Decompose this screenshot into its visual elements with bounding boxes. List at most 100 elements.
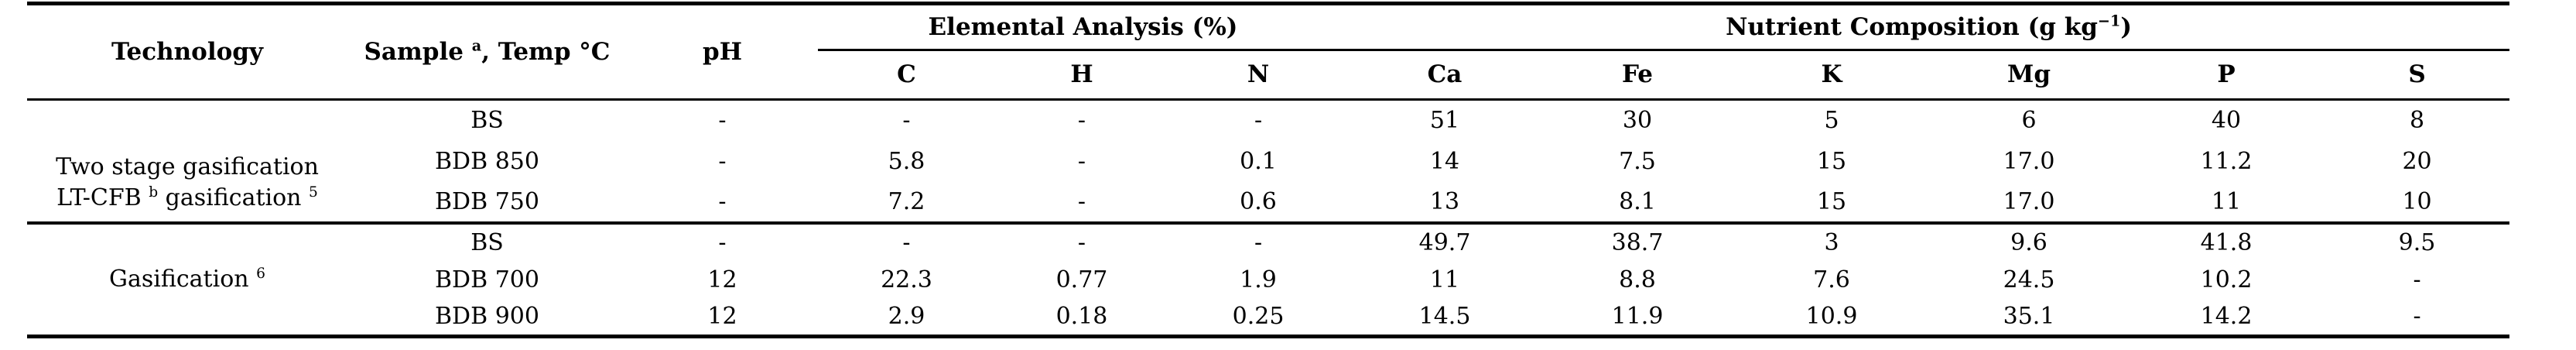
cell-ca: 49.7 [1418,228,1471,256]
cell-ca: 13 [1429,187,1460,215]
cell-mg: 35.1 [2003,303,2055,331]
header-col-ca: Ca [1427,60,1462,89]
technology-line-2-mid: gasification [158,184,310,211]
cell-mg: 9.6 [2010,228,2047,256]
cell-n: 0.25 [1232,303,1285,331]
cell-c: - [902,107,911,135]
cell-sample: BDB 750 [435,187,539,215]
cell-ph: 12 [707,266,737,293]
technology-group-label: Gasification 6 [27,223,347,337]
cell-ph: - [718,107,727,135]
cell-s: - [2413,266,2421,293]
table-row: BDB 850 - 5.8 - 0.1 14 7.5 15 17.0 11.2 … [27,141,2509,182]
cell-k: 5 [1824,107,1839,135]
cell-k: 3 [1824,228,1839,256]
cell-mg: 24.5 [2003,266,2055,293]
header-elemental-analysis: Elemental Analysis (%) [818,3,1349,51]
cell-p: 11.2 [2200,147,2253,175]
cell-sample: BDB 850 [435,147,539,175]
data-table: Technology Sample a, Temp °C pH Elementa… [27,2,2510,338]
header-subcol-row: C H N Ca Fe K Mg P S [27,50,2509,100]
citation-marker-5: 5 [309,184,318,201]
header-technology: Technology [27,4,347,100]
cell-n: - [1254,107,1263,135]
technology-line-1: Two stage gasification [56,153,319,180]
cell-sample: BDB 700 [435,266,539,293]
technology-base: Gasification [109,266,257,293]
cell-ph: - [718,147,727,175]
cell-c: 7.2 [888,187,925,215]
cell-s: 10 [2402,187,2432,215]
cell-ca: 51 [1429,107,1460,135]
cell-sample: BS [470,107,504,135]
cell-k: 7.6 [1813,266,1850,293]
cell-n: 0.6 [1240,187,1277,215]
cell-h: - [1077,187,1086,215]
cell-s: - [2413,303,2421,331]
header-nutrient-close: ) [2120,12,2132,41]
header-elemental-label: Elemental Analysis (%) [928,12,1238,41]
table-row: BDB 700 12 22.3 0.77 1.9 11 8.8 7.6 24.5… [27,261,2509,299]
header-col-s: S [2408,60,2426,89]
cell-n: 1.9 [1240,266,1277,293]
cell-mg: 6 [2021,107,2037,135]
cell-ca: 14 [1429,147,1460,175]
cell-fe: 11.9 [1611,303,1664,331]
cell-c: 2.9 [888,303,925,331]
cell-mg: 17.0 [2003,147,2055,175]
cell-fe: 8.8 [1619,266,1656,293]
cell-s: 20 [2402,147,2432,175]
technology-line-2: LT-CFB b gasification 5 [27,183,347,214]
cell-n: 0.1 [1240,147,1277,175]
cell-mg: 17.0 [2003,187,2055,215]
cell-p: 14.2 [2200,303,2253,331]
technology-line-2-base: LT-CFB [56,184,149,211]
header-col-c: C [897,60,916,89]
citation-marker-6: 6 [256,266,265,283]
header-col-k: K [1821,60,1842,89]
header-sample-rest: , Temp °C [481,37,611,66]
cell-ph: - [718,228,727,256]
table-header: Technology Sample a, Temp °C pH Elementa… [27,3,2510,100]
cell-fe: 8.1 [1619,187,1656,215]
cell-p: 40 [2211,107,2242,135]
table-row: BDB 900 12 2.9 0.18 0.25 14.5 11.9 10.9 … [27,299,2509,337]
cell-p: 41.8 [2200,228,2253,256]
group-gasification: Gasification 6 BS - - - - 49.7 38.7 3 9.… [27,222,2510,337]
header-col-fe: Fe [1621,60,1654,89]
header-col-p: P [2217,60,2236,89]
cell-c: 22.3 [881,266,932,293]
cell-h: 0.77 [1055,266,1108,293]
cell-ph: 12 [707,303,737,331]
header-ph-label: pH [703,37,742,66]
header-nutrient-base: Nutrient Composition (g kg [1726,12,2098,41]
header-sample-temp: Sample a, Temp °C [347,4,627,100]
cell-h: 0.18 [1055,303,1108,331]
header-nutrient-composition: Nutrient Composition (g kg−1) [1348,3,2510,51]
header-technology-label: Technology [111,37,263,66]
header-col-n: N [1247,60,1270,89]
cell-ca: 14.5 [1418,303,1471,331]
table-row: BDB 750 - 7.2 - 0.6 13 8.1 15 17.0 11 10 [27,182,2509,223]
header-col-h: H [1070,60,1093,89]
cell-fe: 7.5 [1619,147,1656,175]
cell-c: - [902,228,911,256]
cell-h: - [1077,228,1086,256]
cell-p: 10.2 [2200,266,2253,293]
cell-n: - [1254,228,1263,256]
superscript-minus-one: −1 [2097,12,2121,30]
technology-group-label: Two stage gasification LT-CFB b gasifica… [27,100,347,223]
cell-h: - [1077,107,1086,135]
cell-sample: BS [470,228,504,256]
cell-sample: BDB 900 [435,303,539,331]
header-group-row: Technology Sample a, Temp °C pH Elementa… [27,3,2510,65]
cell-h: - [1077,147,1086,175]
header-ph: pH [627,4,818,100]
header-col-mg: Mg [2007,60,2051,89]
table-row: Gasification 6 BS - - - - 49.7 38.7 3 9.… [27,223,2509,293]
header-sample-base: Sample [364,37,472,66]
cell-ca: 11 [1429,266,1460,293]
cell-s: 8 [2409,107,2425,135]
cell-s: 9.5 [2398,228,2436,256]
